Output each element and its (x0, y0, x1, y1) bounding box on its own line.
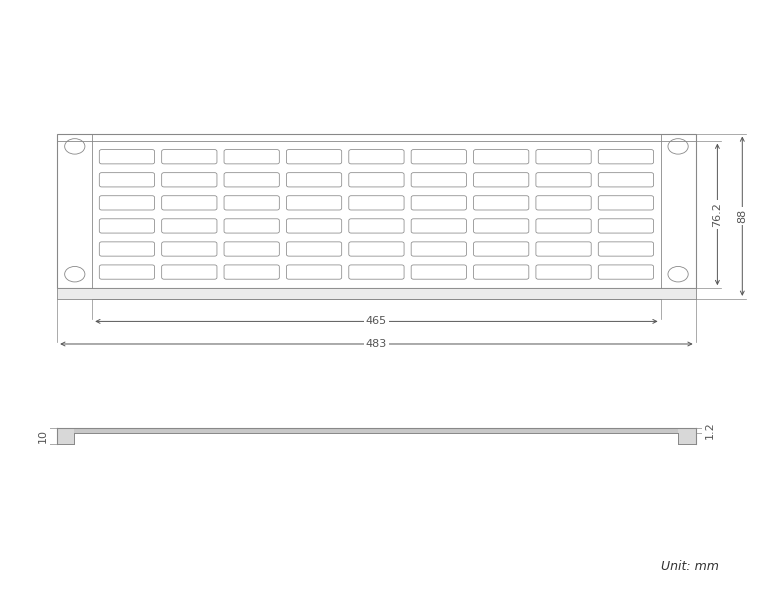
FancyBboxPatch shape (286, 149, 342, 164)
Bar (57, 134, 695, 288)
FancyBboxPatch shape (536, 242, 591, 256)
Text: Unit: mm: Unit: mm (661, 560, 719, 574)
FancyBboxPatch shape (536, 219, 591, 233)
FancyBboxPatch shape (286, 242, 342, 256)
FancyBboxPatch shape (162, 219, 217, 233)
FancyBboxPatch shape (286, 196, 342, 210)
FancyBboxPatch shape (598, 242, 654, 256)
FancyBboxPatch shape (474, 242, 529, 256)
FancyBboxPatch shape (100, 173, 154, 187)
FancyBboxPatch shape (474, 196, 529, 210)
FancyBboxPatch shape (474, 265, 529, 279)
FancyBboxPatch shape (411, 219, 466, 233)
Bar (57, 288, 695, 299)
FancyBboxPatch shape (536, 265, 591, 279)
FancyBboxPatch shape (536, 149, 591, 164)
FancyBboxPatch shape (349, 219, 404, 233)
FancyBboxPatch shape (162, 173, 217, 187)
FancyBboxPatch shape (224, 196, 279, 210)
Text: 10: 10 (38, 429, 49, 443)
FancyBboxPatch shape (349, 265, 404, 279)
FancyBboxPatch shape (224, 149, 279, 164)
FancyBboxPatch shape (411, 196, 466, 210)
FancyBboxPatch shape (224, 265, 279, 279)
FancyBboxPatch shape (100, 242, 154, 256)
FancyBboxPatch shape (349, 173, 404, 187)
FancyBboxPatch shape (224, 173, 279, 187)
Text: 88: 88 (737, 209, 747, 223)
FancyBboxPatch shape (598, 265, 654, 279)
FancyBboxPatch shape (536, 173, 591, 187)
FancyBboxPatch shape (474, 173, 529, 187)
FancyBboxPatch shape (474, 219, 529, 233)
FancyBboxPatch shape (598, 149, 654, 164)
FancyBboxPatch shape (411, 173, 466, 187)
FancyBboxPatch shape (100, 265, 154, 279)
FancyBboxPatch shape (598, 196, 654, 210)
FancyBboxPatch shape (100, 219, 154, 233)
FancyBboxPatch shape (286, 265, 342, 279)
FancyBboxPatch shape (349, 242, 404, 256)
FancyBboxPatch shape (411, 242, 466, 256)
Polygon shape (57, 428, 695, 445)
FancyBboxPatch shape (349, 196, 404, 210)
FancyBboxPatch shape (162, 265, 217, 279)
Text: 76.2: 76.2 (713, 202, 722, 227)
Text: 1.2: 1.2 (705, 421, 714, 439)
FancyBboxPatch shape (162, 242, 217, 256)
FancyBboxPatch shape (100, 149, 154, 164)
FancyBboxPatch shape (162, 149, 217, 164)
FancyBboxPatch shape (598, 173, 654, 187)
Text: 483: 483 (366, 339, 387, 349)
FancyBboxPatch shape (162, 196, 217, 210)
Text: 465: 465 (366, 316, 387, 326)
FancyBboxPatch shape (598, 219, 654, 233)
FancyBboxPatch shape (536, 196, 591, 210)
FancyBboxPatch shape (411, 265, 466, 279)
FancyBboxPatch shape (286, 219, 342, 233)
FancyBboxPatch shape (100, 196, 154, 210)
FancyBboxPatch shape (349, 149, 404, 164)
FancyBboxPatch shape (224, 242, 279, 256)
Polygon shape (74, 428, 678, 433)
FancyBboxPatch shape (474, 149, 529, 164)
FancyBboxPatch shape (224, 219, 279, 233)
FancyBboxPatch shape (286, 173, 342, 187)
FancyBboxPatch shape (411, 149, 466, 164)
